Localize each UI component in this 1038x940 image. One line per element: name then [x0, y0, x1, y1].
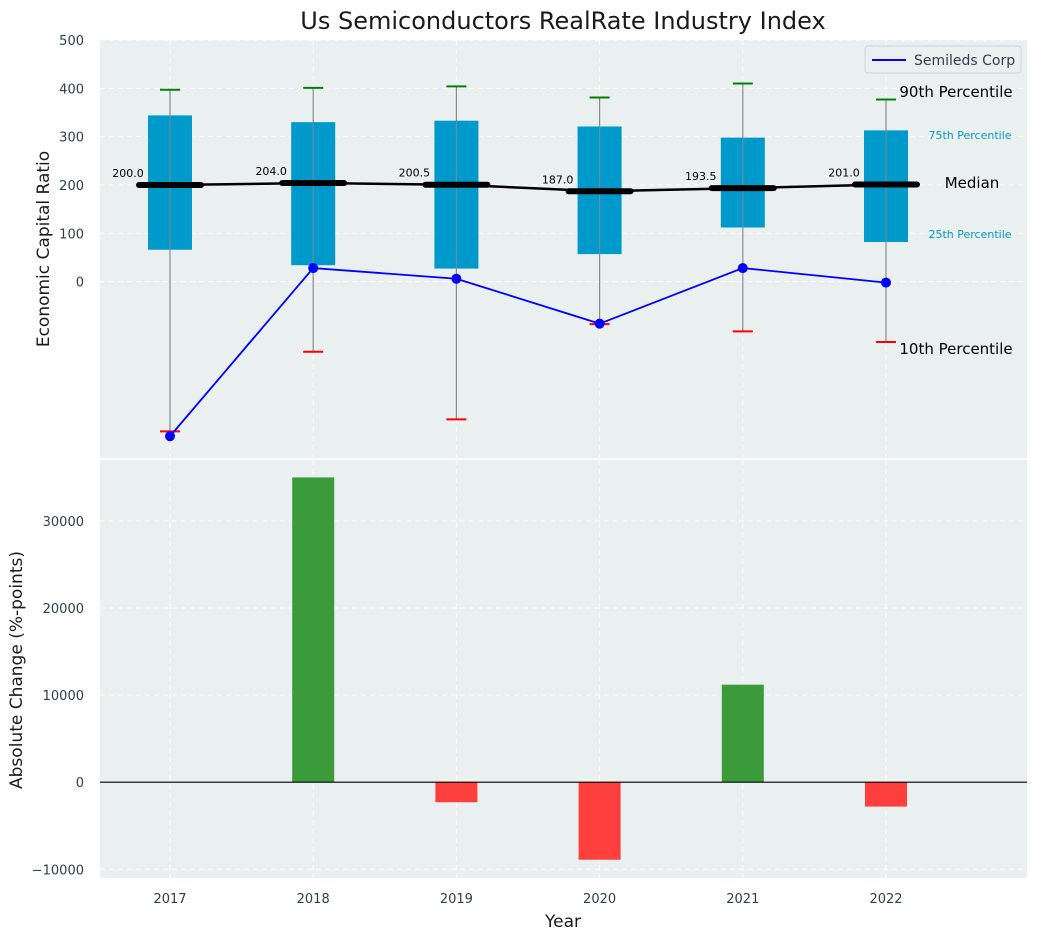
- percentile-labels: 90th Percentile 75th Percentile Median 2…: [899, 83, 1012, 358]
- x-tick-2017: 2017: [153, 892, 186, 907]
- bottom-y-tick--10000: −10000: [32, 863, 84, 878]
- change-bar-2020: [578, 782, 621, 860]
- top-y-ticks: 0 100 200 300 400 500: [59, 34, 84, 291]
- median-value-2017: 200.0: [112, 167, 144, 180]
- bottom-y-ticks: −10000 0 10000 20000 30000: [32, 515, 84, 878]
- company-point-2019: [451, 273, 462, 284]
- top-y-tick-500: 500: [59, 34, 84, 49]
- box-plot-marks: 200.0 204.0 200.5 187.0 193.5 201.0: [112, 82, 920, 442]
- median-value-2018: 204.0: [255, 165, 287, 178]
- bottom-y-axis-title: Absolute Change (%-points): [7, 551, 27, 789]
- x-tick-2022: 2022: [869, 892, 902, 907]
- top-y-tick-300: 300: [59, 131, 84, 146]
- legend-label: Semileds Corp: [914, 53, 1015, 69]
- median-value-2020: 187.0: [542, 173, 574, 186]
- bottom-y-tick-30000: 30000: [43, 515, 84, 530]
- change-bar-2022: [865, 782, 907, 807]
- bottom-y-tick-0: 0: [76, 776, 84, 791]
- top-y-axis-title: Economic Capital Ratio: [34, 151, 54, 347]
- bar-chart-marks: [100, 477, 1027, 860]
- x-tick-2021: 2021: [726, 892, 759, 907]
- top-y-tick-100: 100: [59, 227, 84, 242]
- bottom-plot-area: [100, 460, 1027, 878]
- bottom-y-tick-20000: 20000: [43, 602, 84, 617]
- p90-label: 90th Percentile: [899, 83, 1012, 101]
- company-point-2017: [165, 431, 175, 442]
- legend-box: [864, 45, 1022, 74]
- x-ticks: 2017 2018 2019 2020 2021 2022: [153, 892, 902, 907]
- top-y-tick-0: 0: [76, 276, 84, 291]
- x-tick-2019: 2019: [440, 892, 473, 907]
- legend: Semileds Corp: [864, 45, 1022, 74]
- p10-label: 10th Percentile: [899, 340, 1012, 358]
- company-line: [169, 267, 887, 437]
- change-bar-2019: [435, 782, 478, 803]
- x-tick-2020: 2020: [583, 892, 616, 907]
- top-y-tick-400: 400: [59, 82, 84, 97]
- bottom-y-tick-10000: 10000: [43, 689, 84, 704]
- company-point-2021: [737, 263, 748, 274]
- median-value-2019: 200.5: [399, 167, 431, 180]
- x-axis-title: Year: [544, 912, 581, 932]
- x-tick-2018: 2018: [297, 892, 330, 907]
- median-label: Median: [945, 174, 1000, 192]
- top-y-tick-200: 200: [59, 179, 84, 194]
- top-plot-area: [100, 40, 1027, 458]
- median-value-2022: 201.0: [828, 166, 860, 179]
- change-bar-2018: [292, 477, 335, 783]
- change-bar-2021: [721, 684, 764, 783]
- company-point-2022: [881, 277, 891, 288]
- median-value-2021: 193.5: [685, 170, 717, 183]
- chart-title: Us Semiconductors RealRate Industry Inde…: [300, 7, 825, 35]
- company-point-2020: [594, 318, 605, 329]
- p25-label: 25th Percentile: [928, 228, 1011, 241]
- company-point-2018: [308, 263, 319, 274]
- p75-label: 75th Percentile: [928, 129, 1011, 142]
